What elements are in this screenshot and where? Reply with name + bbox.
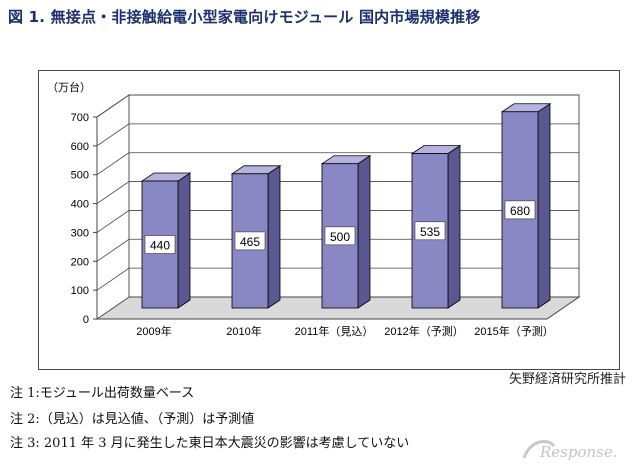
data-label: 500: [330, 230, 350, 244]
logo-swoosh: [522, 440, 556, 459]
data-label-box: [504, 200, 536, 220]
data-label: 440: [150, 239, 170, 253]
logo-text: Response.: [539, 443, 618, 461]
y-tick-label: 100: [71, 285, 89, 297]
data-label-box: [414, 221, 446, 241]
side-wall: [96, 94, 130, 320]
page-title: 図 1. 無接点・非接触給電小型家電向けモジュール 国内市場規模推移: [8, 8, 481, 26]
x-tick-label: 2011年（見込）: [295, 324, 374, 338]
y-tick-label: 300: [71, 227, 89, 239]
source-credit: 矢野経済研究所推計: [508, 372, 626, 387]
bar-chart: 0 100 200 300 400 500 600 700 （万台） 440 2009年 465 201…: [47, 80, 581, 338]
data-label: 465: [240, 235, 260, 249]
data-label-box: [324, 226, 356, 246]
x-tick-label: 2015年（予測）: [474, 324, 553, 338]
chart-frame: 0 100 200 300 400 500 600 700 （万台） 440 2009年 465 201…: [38, 70, 620, 370]
bar-side: [537, 103, 551, 309]
note-2: 注 2:（見込）は見込値、（予測）は予測値: [10, 412, 255, 427]
x-tick-label: 2012年（予測）: [384, 324, 463, 338]
y-axis-label: （万台）: [47, 80, 91, 94]
x-tick-label: 2010年: [226, 324, 261, 338]
bar-side: [177, 172, 191, 309]
note-1: 注 1:モジュール出荷数量ベース: [10, 386, 195, 401]
gridline: [96, 123, 579, 147]
y-tick-label: 400: [71, 199, 89, 211]
x-tick-label: 2009年: [136, 324, 171, 338]
y-tick-label: 500: [71, 170, 89, 182]
y-tick-label: 600: [71, 141, 89, 153]
data-label-box: [144, 235, 176, 254]
data-label-box: [234, 231, 266, 251]
data-label: 535: [420, 225, 440, 239]
bar-side: [357, 154, 371, 309]
y-tick-label: 0: [83, 314, 89, 326]
gridline: [96, 94, 579, 118]
response-logo: Response.: [522, 440, 618, 461]
data-label: 680: [510, 204, 530, 218]
bar-side: [267, 165, 281, 309]
y-tick-label: 700: [71, 112, 89, 124]
bar-side: [447, 144, 461, 309]
y-tick-label: 200: [71, 256, 89, 268]
note-3: 注 3: 2011 年 3 月に発生した東日本大震災の影響は考慮していない: [10, 436, 410, 451]
